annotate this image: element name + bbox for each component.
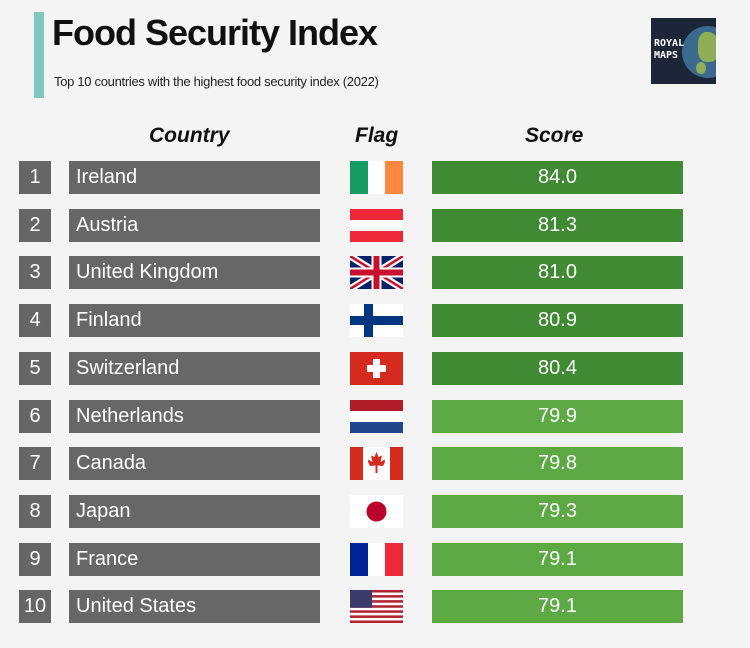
column-header-flag: Flag [355,124,399,147]
switzerland-flag-icon [350,351,403,385]
country-cell: Netherlands [69,399,320,433]
ireland-flag-icon [350,161,403,194]
score-cell: 84.0 [432,161,683,194]
score-cell: 81.0 [432,256,683,290]
country-cell: France [69,542,320,576]
table-row: 3 United Kingdom 81.0 [0,256,750,290]
rank-cell: 2 [19,208,51,242]
table-row: 1 Ireland 84.0 [0,161,750,194]
country-cell: Finland [69,304,320,338]
score-cell: 79.3 [432,494,683,528]
japan-flag-icon [350,494,403,528]
page-subtitle: Top 10 countries with the highest food s… [54,74,379,89]
canada-flag-icon [350,447,403,481]
country-cell: United States [69,590,320,624]
royal-maps-logo: ROYAL MAPS [651,18,716,84]
page-title: Food Security Index [52,12,378,53]
country-cell: Austria [69,208,320,242]
score-cell: 81.3 [432,208,683,242]
table-row: 9 France 79.1 [0,542,750,576]
column-header-score: Score [525,124,584,147]
score-cell: 79.9 [432,399,683,433]
table-row: 6 Netherlands 79.9 [0,399,750,433]
rank-cell: 7 [19,447,51,481]
rank-cell: 1 [19,161,51,194]
rank-cell: 5 [19,351,51,385]
country-cell: Switzerland [69,351,320,385]
table-row: 8 Japan 79.3 [0,494,750,528]
netherlands-flag-icon [350,399,403,433]
table-row: 7 Canada 79.8 [0,447,750,481]
table-row: 5 Switzerland 80.4 [0,351,750,385]
score-cell: 80.9 [432,304,683,338]
score-cell: 79.1 [432,590,683,624]
table-row: 10 United States 79.1 [0,590,750,624]
france-flag-icon [350,542,403,576]
rank-cell: 6 [19,399,51,433]
score-cell: 80.4 [432,351,683,385]
column-header-country: Country [149,124,230,147]
finland-flag-icon [350,304,403,338]
rank-cell: 9 [19,542,51,576]
rank-cell: 3 [19,256,51,290]
united-states-flag-icon [350,590,403,624]
country-cell: Canada [69,447,320,481]
table-row: 2 Austria 81.3 [0,208,750,242]
rank-cell: 8 [19,494,51,528]
country-cell: Ireland [69,161,320,194]
table-row: 4 Finland 80.9 [0,304,750,338]
accent-bar [34,12,44,98]
united-kingdom-flag-icon [350,256,403,290]
rank-cell: 10 [19,590,51,624]
country-cell: United Kingdom [69,256,320,290]
score-cell: 79.1 [432,542,683,576]
rank-cell: 4 [19,304,51,338]
austria-flag-icon [350,208,403,242]
country-cell: Japan [69,494,320,528]
score-cell: 79.8 [432,447,683,481]
